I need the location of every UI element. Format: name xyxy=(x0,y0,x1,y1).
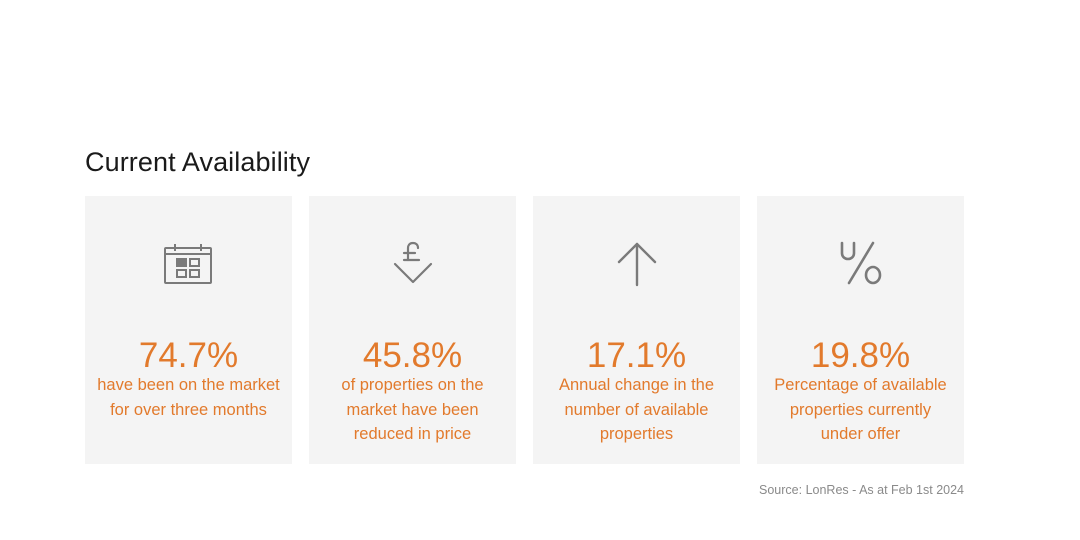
stat-value: 74.7% xyxy=(138,336,239,375)
pound-down-arrow-icon xyxy=(309,238,516,290)
calendar-icon xyxy=(85,238,292,290)
stats-cards: 74.7% have been on the market for over t… xyxy=(85,196,964,464)
stat-description: have been on the market for over three m… xyxy=(97,376,280,419)
stat-value: 45.8% xyxy=(362,336,463,375)
stat-value: 17.1% xyxy=(586,336,687,375)
stat-card-annual-change: 17.1% Annual change in the number of ava… xyxy=(533,196,740,464)
stat-card-price-reduced: 45.8% of properties on the market have b… xyxy=(309,196,516,464)
stat-value: 19.8% xyxy=(810,336,911,375)
source-note: Source: LonRes - As at Feb 1st 2024 xyxy=(759,483,964,497)
stat-card-under-offer: 19.8% Percentage of available properties… xyxy=(757,196,964,464)
stat-description: Annual change in the number of available… xyxy=(558,376,715,443)
section-title: Current Availability xyxy=(85,147,311,177)
up-arrow-icon xyxy=(533,238,740,290)
under-offer-percent-icon xyxy=(757,238,964,290)
stat-description: Percentage of available properties curre… xyxy=(774,376,947,443)
stat-card-time-on-market: 74.7% have been on the market for over t… xyxy=(85,196,292,464)
stat-description: of properties on the market have been re… xyxy=(341,376,484,443)
